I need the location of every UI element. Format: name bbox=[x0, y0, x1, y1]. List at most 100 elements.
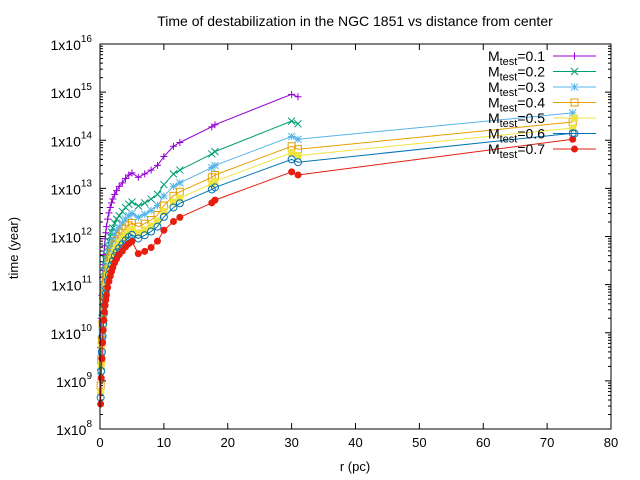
data-point bbox=[107, 199, 115, 207]
data-point bbox=[568, 109, 577, 117]
x-tick-label: 50 bbox=[412, 435, 426, 450]
data-point bbox=[112, 227, 121, 235]
data-point bbox=[175, 199, 184, 208]
data-point bbox=[288, 149, 296, 157]
data-point bbox=[159, 212, 168, 221]
y-tick-label: 1x108 bbox=[56, 419, 92, 438]
data-point bbox=[210, 183, 219, 192]
data-point bbox=[160, 191, 168, 200]
data-point bbox=[569, 124, 577, 132]
data-point bbox=[134, 173, 142, 181]
data-point bbox=[128, 209, 136, 218]
y-axis-label: time (year) bbox=[6, 217, 21, 279]
x-tick-label: 10 bbox=[157, 435, 171, 450]
legend-label: Mtest=0.4 bbox=[488, 95, 545, 115]
data-point bbox=[141, 247, 149, 255]
data-point bbox=[115, 211, 124, 220]
data-point bbox=[112, 215, 121, 223]
legend-marker bbox=[571, 52, 578, 60]
data-point bbox=[169, 198, 177, 206]
legend-marker bbox=[570, 83, 579, 91]
y-tick-label: 1x109 bbox=[56, 371, 92, 390]
x-tick-label: 40 bbox=[348, 435, 362, 450]
legend-marker bbox=[570, 67, 579, 76]
data-point bbox=[207, 163, 216, 172]
data-point bbox=[175, 179, 184, 187]
x-tick-label: 70 bbox=[540, 435, 554, 450]
data-point bbox=[128, 198, 136, 206]
series-7 bbox=[97, 135, 577, 408]
data-point bbox=[140, 210, 149, 219]
data-point bbox=[110, 231, 119, 240]
chart-title: Time of destabilization in the NGC 1851 … bbox=[157, 13, 553, 29]
data-point bbox=[97, 374, 105, 382]
data-point bbox=[128, 225, 136, 233]
data-point bbox=[105, 265, 113, 273]
data-point bbox=[153, 161, 161, 169]
data-point bbox=[111, 247, 119, 255]
data-point bbox=[102, 291, 110, 299]
data-point bbox=[134, 213, 143, 222]
data-point bbox=[169, 217, 177, 225]
data-point bbox=[106, 204, 114, 212]
data-point bbox=[113, 187, 121, 195]
data-point bbox=[160, 152, 168, 160]
data-point bbox=[287, 155, 296, 164]
data-point bbox=[211, 121, 219, 129]
data-point bbox=[153, 201, 162, 210]
data-point bbox=[108, 224, 117, 232]
data-point bbox=[118, 219, 127, 227]
data-point bbox=[294, 152, 302, 160]
data-point bbox=[111, 190, 119, 198]
data-point bbox=[104, 215, 112, 223]
data-point bbox=[175, 166, 184, 174]
data-point bbox=[294, 158, 303, 167]
data-point bbox=[100, 316, 108, 324]
data-point bbox=[102, 229, 110, 237]
data-point bbox=[140, 231, 149, 240]
data-point bbox=[115, 182, 123, 190]
data-point bbox=[147, 222, 155, 230]
plot-series bbox=[96, 90, 577, 408]
data-point bbox=[109, 252, 117, 260]
data-point bbox=[109, 195, 117, 203]
data-point bbox=[147, 227, 156, 236]
data-point bbox=[169, 170, 178, 178]
data-point bbox=[134, 234, 143, 243]
data-point bbox=[104, 284, 112, 292]
legend-marker bbox=[570, 129, 579, 138]
data-point bbox=[128, 169, 136, 177]
data-point bbox=[106, 244, 115, 253]
data-point bbox=[98, 355, 106, 363]
x-tick-label: 20 bbox=[221, 435, 235, 450]
data-point bbox=[134, 250, 142, 258]
data-point bbox=[106, 260, 114, 268]
data-point bbox=[153, 190, 162, 199]
x-tick-label: 0 bbox=[96, 435, 103, 450]
data-point bbox=[287, 117, 296, 125]
data-point bbox=[153, 237, 161, 245]
data-point bbox=[107, 256, 115, 264]
data-point bbox=[113, 243, 121, 251]
data-point bbox=[147, 166, 155, 174]
data-point bbox=[211, 147, 219, 156]
data-point bbox=[122, 175, 130, 183]
data-point bbox=[211, 177, 219, 185]
data-point bbox=[101, 301, 109, 309]
x-tick-label: 60 bbox=[476, 435, 490, 450]
data-point bbox=[169, 142, 177, 150]
data-point bbox=[141, 170, 149, 178]
data-point bbox=[153, 217, 161, 225]
data-point bbox=[160, 226, 168, 234]
data-point bbox=[169, 203, 178, 212]
data-point bbox=[169, 182, 178, 191]
legend-marker bbox=[571, 145, 578, 153]
plot-frame bbox=[99, 43, 612, 430]
data-point bbox=[288, 168, 296, 176]
data-point bbox=[134, 202, 143, 210]
data-point bbox=[99, 326, 107, 334]
data-point bbox=[287, 132, 296, 141]
data-point bbox=[294, 119, 302, 128]
data-point bbox=[147, 206, 155, 215]
